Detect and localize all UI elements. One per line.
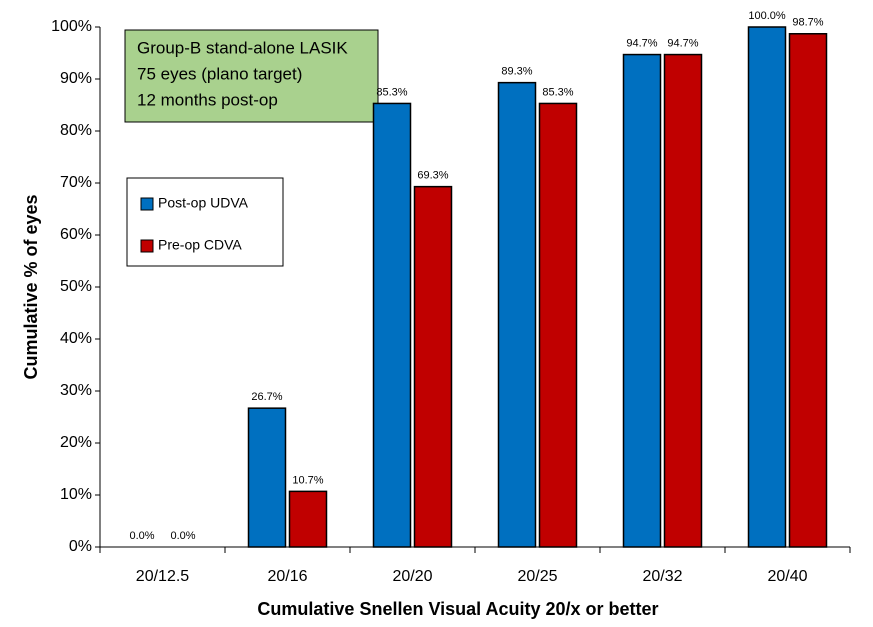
data-label: 0.0% xyxy=(129,530,154,542)
x-tick-label: 20/32 xyxy=(642,568,682,585)
x-tick-label: 20/40 xyxy=(767,568,807,585)
data-label: 26.7% xyxy=(251,391,282,403)
legend-box xyxy=(126,177,284,267)
annotation-line: Group-B stand-alone LASIK xyxy=(137,38,348,57)
x-tick-label: 20/16 xyxy=(267,568,307,585)
y-axis-label: Cumulative % of eyes xyxy=(21,194,41,379)
legend-label: Pre-op CDVA xyxy=(158,237,242,253)
annotation-line: 12 months post-op xyxy=(137,90,278,109)
legend-swatch xyxy=(140,197,154,211)
y-tick-label: 90% xyxy=(60,70,92,87)
x-axis-label: Cumulative Snellen Visual Acuity 20/x or… xyxy=(257,599,658,619)
y-tick-label: 10% xyxy=(60,486,92,503)
y-tick-label: 70% xyxy=(60,174,92,191)
y-tick-label: 20% xyxy=(60,434,92,451)
data-label: 0.0% xyxy=(170,530,195,542)
data-label: 100.0% xyxy=(748,10,786,22)
bar xyxy=(788,33,828,548)
bar xyxy=(538,102,578,548)
bar xyxy=(288,490,328,548)
data-label: 85.3% xyxy=(376,86,407,98)
data-label: 85.3% xyxy=(542,86,573,98)
x-tick-label: 20/12.5 xyxy=(136,568,189,585)
bar xyxy=(622,53,662,548)
bar xyxy=(372,102,412,548)
y-tick-label: 40% xyxy=(60,330,92,347)
bar xyxy=(497,81,537,548)
data-label: 94.7% xyxy=(626,37,657,49)
y-tick-label: 80% xyxy=(60,122,92,139)
y-tick-label: 50% xyxy=(60,278,92,295)
bar xyxy=(663,53,703,548)
y-tick-label: 0% xyxy=(69,538,92,555)
legend-label: Post-op UDVA xyxy=(158,195,249,211)
annotation-box xyxy=(124,29,379,123)
x-tick-label: 20/20 xyxy=(392,568,432,585)
bar xyxy=(747,26,787,548)
data-label: 98.7% xyxy=(792,17,823,29)
bar xyxy=(413,185,453,548)
x-tick-label: 20/25 xyxy=(517,568,557,585)
y-tick-label: 100% xyxy=(51,18,92,35)
legend-swatch xyxy=(140,239,154,253)
data-label: 94.7% xyxy=(667,37,698,49)
annotation-line: 75 eyes (plano target) xyxy=(137,64,302,83)
y-tick-label: 30% xyxy=(60,382,92,399)
data-label: 10.7% xyxy=(292,474,323,486)
data-label: 89.3% xyxy=(501,66,532,78)
data-label: 69.3% xyxy=(417,170,448,182)
y-tick-label: 60% xyxy=(60,226,92,243)
bar xyxy=(247,407,287,548)
